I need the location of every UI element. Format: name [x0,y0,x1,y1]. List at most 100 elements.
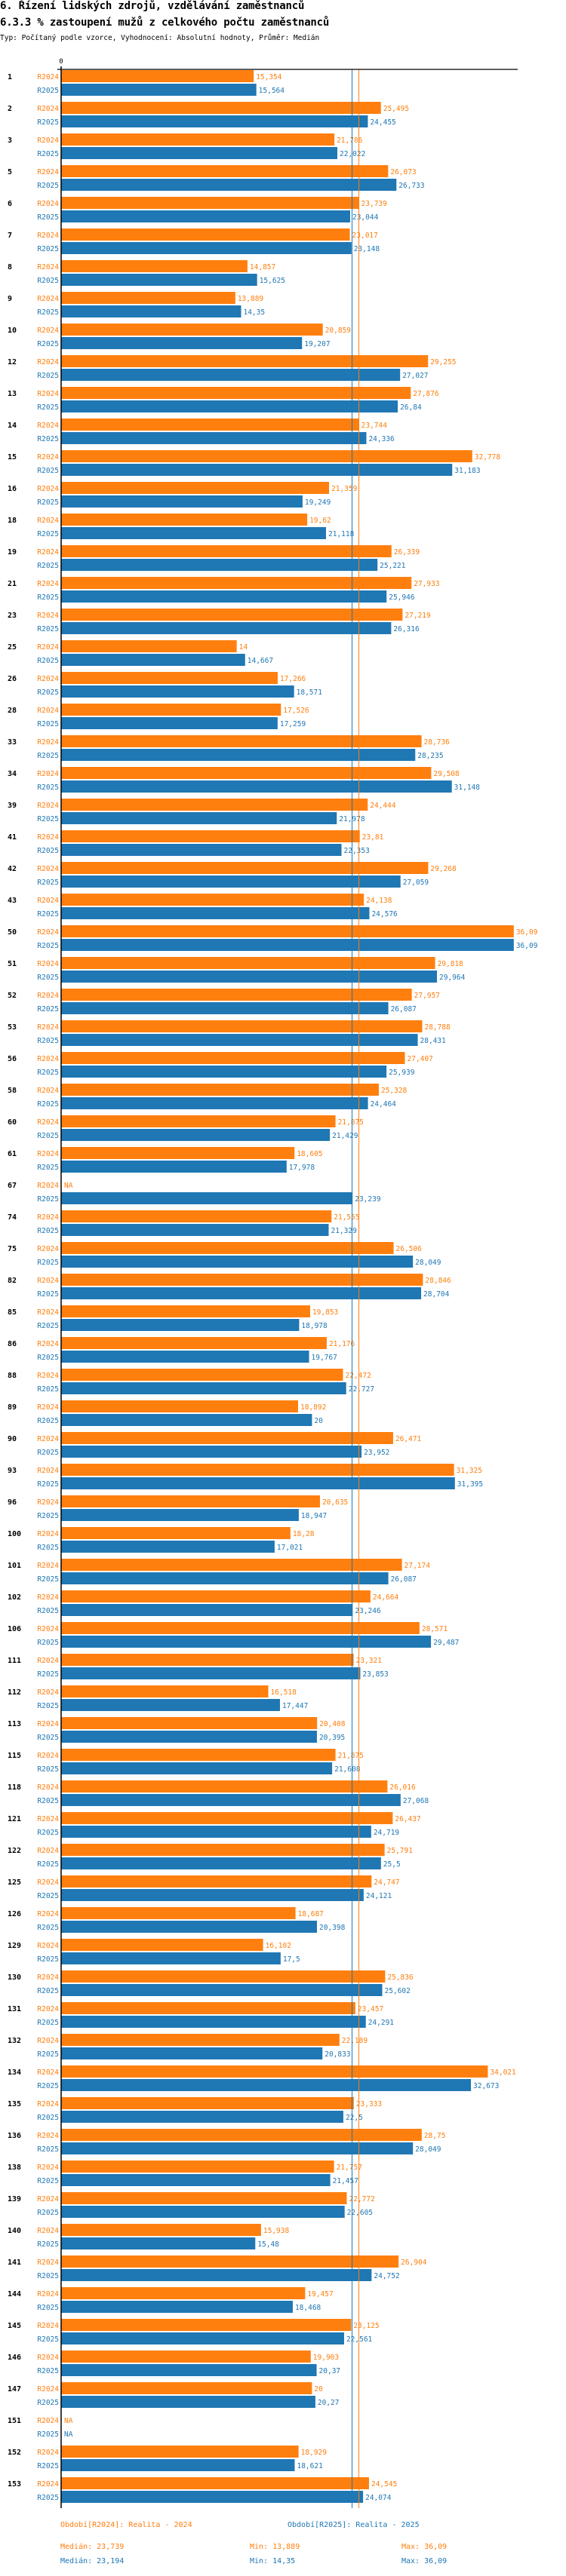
data-label: 17,5 [283,1955,300,1964]
data-label: 25,836 [387,1973,414,1982]
bar-r2024 [61,1369,343,1381]
section-title: 6. Řízení lidských zdrojů, vzdělávání za… [0,0,305,12]
category-label: 53 [8,1023,17,1032]
bar-r2025 [61,464,453,476]
bar-r2024 [61,577,412,589]
series-label: R2024 [37,1277,59,1285]
data-label: 28,704 [423,1290,450,1299]
series-label: R2024 [37,2259,59,2267]
category-label: 101 [8,1562,21,1570]
series-label: R2025 [37,2019,59,2027]
bar-r2025 [61,2047,323,2059]
series-label: R2024 [37,1847,59,1855]
category-label: 141 [8,2259,21,2267]
bar-r2025 [61,1667,361,1679]
bar-r2025 [61,2396,315,2408]
category-label: 12 [8,358,17,366]
bar-r2025 [61,1604,353,1616]
data-label: 17,447 [282,1702,308,1710]
series-label: R2025 [37,879,59,887]
data-label: 23,148 [354,245,380,253]
bar-r2025 [61,210,350,222]
data-label: 22,022 [340,150,365,158]
category-label: 28 [8,707,17,715]
data-label: 14,857 [250,263,275,271]
bar-r2024 [61,1305,310,1317]
series-label: R2025 [37,1575,59,1584]
category-label: 10 [8,327,17,335]
legend-r2024: Období[R2024]: Realita - 2024 [60,2521,192,2529]
category-label: 102 [8,1593,21,1602]
series-label: R2024 [37,422,59,430]
series-label: R2025 [37,118,59,127]
series-label: R2024 [37,2322,59,2330]
category-label: 1 [8,73,12,81]
category-label: 153 [8,2480,21,2489]
bar-r2025 [61,1636,432,1648]
series-label: R2024 [37,1625,59,1633]
bar-r2024 [61,1432,393,1444]
data-label: 25,602 [385,1987,411,1995]
bar-r2024 [61,197,359,209]
category-label: 25 [8,643,17,652]
category-label: 138 [8,2164,21,2172]
series-label: R2024 [37,2385,59,2394]
bar-r2024 [61,2319,352,2331]
bar-r2025 [61,1794,401,1806]
series-label: R2024 [37,295,59,303]
bar-r2025 [61,1161,287,1173]
data-label: 21,875 [338,1752,364,1760]
data-label: 20,635 [322,1498,348,1507]
series-label: R2025 [37,467,59,475]
series-label: R2025 [37,1670,59,1679]
bar-r2025 [61,812,337,824]
category-label: 2 [8,105,12,113]
data-label: 15,48 [257,2240,279,2249]
series-label: R2024 [37,1435,59,1443]
category-label: 122 [8,1847,21,1855]
series-label: R2024 [37,390,59,398]
series-label: R2025 [37,2114,59,2122]
bar-r2025 [61,1192,353,1204]
x-tick-label: 0 [59,58,63,66]
bar-r2024 [61,1590,371,1602]
category-label: 74 [8,1213,17,1222]
data-label: 14,35 [243,308,265,317]
bar-r2025 [61,1066,387,1078]
data-label: 21,555 [334,1213,359,1222]
data-label: 15,564 [259,87,285,95]
bar-r2024 [61,767,432,779]
bar-r2025 [61,337,303,349]
data-label: 24,074 [365,2494,392,2502]
data-label: 34,021 [490,2068,516,2077]
series-label: R2025 [37,593,59,602]
category-label: 112 [8,1688,21,1697]
bar-r2024 [61,324,323,336]
bar-r2025 [61,1351,309,1363]
data-label: 26,904 [401,2259,427,2267]
bar-r2025 [61,1319,300,1331]
category-label: 58 [8,1087,17,1095]
bar-r2024 [61,2224,261,2236]
series-label: R2024 [37,358,59,366]
data-label: 28,431 [420,1037,447,1045]
series-label: R2024 [37,928,59,937]
series-label: R2025 [37,1259,59,1267]
data-label: 22,772 [349,2195,374,2203]
bar-r2024 [61,1337,327,1349]
data-label: 24,664 [373,1593,399,1602]
series-label: R2025 [37,2494,59,2502]
series-label: R2024 [37,960,59,968]
data-label: 25,946 [389,593,415,602]
series-label: R2025 [37,2272,59,2280]
data-label: 25,221 [380,562,406,570]
data-label: 24,455 [370,118,395,127]
bar-r2025 [61,147,338,159]
bar-r2024 [61,1780,388,1792]
series-label: R2025 [37,1005,59,1014]
data-label: 36,09 [516,942,538,950]
category-label: 96 [8,1498,17,1507]
series-label: R2024 [37,770,59,778]
category-label: 6 [8,200,12,208]
bar-r2024 [61,1907,296,1919]
